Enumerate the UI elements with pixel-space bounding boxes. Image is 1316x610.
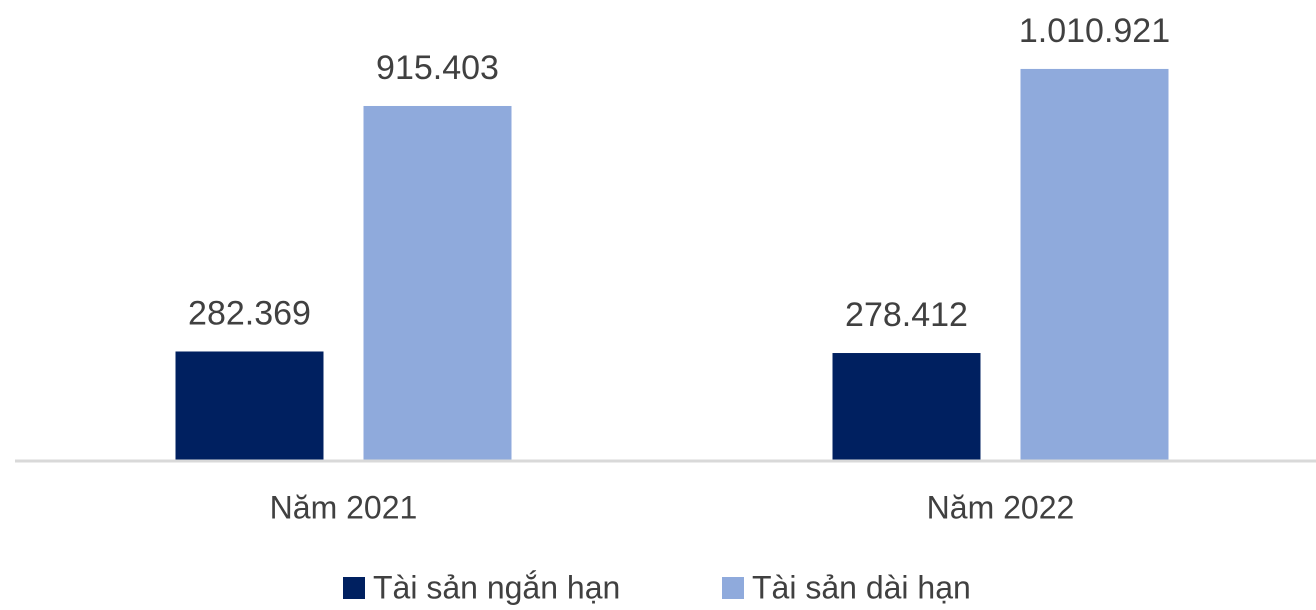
bar xyxy=(363,105,512,461)
x-tick-label: Năm 2021 xyxy=(270,489,418,525)
legend-label: Tài sản dài hạn xyxy=(752,569,971,605)
data-label: 915.403 xyxy=(376,49,499,87)
data-label: 1.010.921 xyxy=(1019,12,1170,50)
data-label: 282.369 xyxy=(188,294,311,332)
bar xyxy=(175,351,324,461)
legend-label: Tài sản ngắn hạn xyxy=(373,569,620,605)
data-label: 278.412 xyxy=(845,296,968,334)
legend-swatch xyxy=(722,577,744,599)
x-tick-label: Năm 2022 xyxy=(927,489,1075,525)
bar xyxy=(1020,68,1169,461)
legend-swatch xyxy=(343,577,365,599)
bar xyxy=(832,353,981,461)
